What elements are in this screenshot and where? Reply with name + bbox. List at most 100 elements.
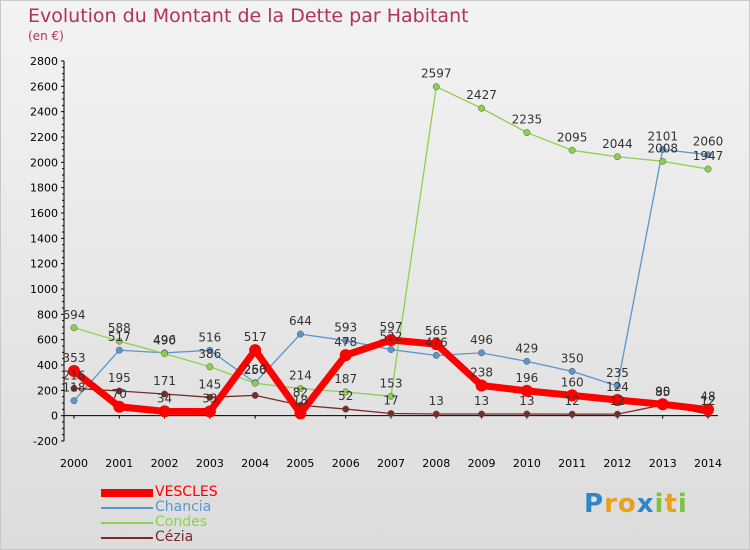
x-tick-label: 2007 xyxy=(377,457,405,470)
data-label-cézia: 216 xyxy=(63,368,86,382)
data-label-cézia: 13 xyxy=(474,394,489,408)
y-tick-label: 200 xyxy=(37,384,58,397)
data-label-condes: 214 xyxy=(289,369,312,383)
data-label-chancia: 118 xyxy=(63,381,86,395)
data-label-condes: 2597 xyxy=(421,67,452,81)
data-point-cézia xyxy=(251,391,259,399)
data-point-vescles xyxy=(702,403,714,416)
logo-letter: P xyxy=(584,489,605,519)
data-label-chancia: 516 xyxy=(198,330,221,344)
data-point-cézia xyxy=(206,393,214,401)
y-tick-label: 400 xyxy=(37,359,58,372)
data-point-vescles xyxy=(430,338,443,351)
data-point-vescles xyxy=(68,364,80,377)
data-point-vescles xyxy=(611,393,624,406)
data-point-vescles xyxy=(113,400,126,413)
legend-swatch xyxy=(101,522,153,524)
data-point-vescles xyxy=(249,344,262,357)
data-point-condes xyxy=(568,146,576,154)
y-tick-label: 2600 xyxy=(30,80,58,93)
data-label-chancia: 235 xyxy=(606,366,629,380)
data-label-condes: 256 xyxy=(244,363,267,377)
data-label-chancia: 644 xyxy=(289,314,312,328)
data-label-condes: 2235 xyxy=(512,113,543,127)
data-label-cézia: 12 xyxy=(610,394,625,408)
data-label-vescles: 565 xyxy=(425,324,448,338)
y-tick-label: 2400 xyxy=(30,106,58,119)
data-point-cézia xyxy=(161,390,169,398)
data-label-cézia: 171 xyxy=(153,374,176,388)
data-point-cézia xyxy=(70,384,78,392)
data-point-chancia xyxy=(613,382,621,390)
legend-label: Cézia xyxy=(155,529,194,545)
y-tick-label: 1600 xyxy=(30,207,58,220)
data-label-vescles: 70 xyxy=(112,387,127,401)
x-tick-label: 2000 xyxy=(60,457,88,470)
data-label-vescles: 124 xyxy=(606,380,629,394)
data-point-chancia xyxy=(432,351,440,359)
data-point-chancia xyxy=(206,346,214,354)
x-tick-label: 2013 xyxy=(649,457,677,470)
x-tick-label: 2014 xyxy=(694,457,722,470)
legend-swatch xyxy=(101,537,153,539)
data-point-vescles xyxy=(203,405,216,418)
data-label-condes: 694 xyxy=(63,308,86,322)
data-point-condes xyxy=(432,83,440,91)
data-label-vescles: 34 xyxy=(157,391,172,405)
data-label-vescles: 48 xyxy=(700,390,715,404)
data-point-chancia xyxy=(523,357,531,365)
data-point-condes xyxy=(704,165,712,173)
data-point-chancia xyxy=(342,337,350,345)
data-point-vescles xyxy=(475,379,488,392)
data-label-chancia: 522 xyxy=(380,330,403,344)
data-point-cézia xyxy=(387,410,395,417)
y-tick-label: 1800 xyxy=(30,182,58,195)
data-point-vescles xyxy=(385,334,397,347)
data-label-chancia: 260 xyxy=(244,363,267,377)
data-point-chancia xyxy=(387,346,395,353)
data-point-vescles xyxy=(656,398,669,411)
data-label-vescles: 478 xyxy=(334,335,357,349)
x-tick-label: 2006 xyxy=(332,457,360,470)
data-label-vescles: 353 xyxy=(63,351,86,365)
data-point-condes xyxy=(613,153,621,161)
data-point-chancia xyxy=(296,330,304,338)
data-point-vescles xyxy=(158,405,171,418)
data-label-vescles: 196 xyxy=(515,371,538,385)
legend-label: Condes xyxy=(155,514,208,530)
data-point-chancia xyxy=(659,146,667,153)
data-point-cézia xyxy=(523,410,531,418)
data-label-vescles: 160 xyxy=(561,375,584,389)
y-tick-label: 1400 xyxy=(30,232,58,245)
proxiti-logo: Proxiti xyxy=(584,489,688,519)
data-label-chancia: 429 xyxy=(515,341,538,355)
y-tick-label: 0 xyxy=(51,410,58,423)
x-tick-label: 2001 xyxy=(105,457,133,470)
data-label-condes: 2044 xyxy=(602,137,633,151)
data-point-condes xyxy=(523,129,531,137)
data-point-chancia xyxy=(478,349,486,357)
data-point-cézia xyxy=(342,405,350,413)
data-label-cézia: 13 xyxy=(519,394,534,408)
x-tick-label: 2010 xyxy=(513,457,541,470)
data-point-chancia xyxy=(704,151,712,159)
logo-letter: t xyxy=(664,489,678,519)
y-axis-unit: (en €) xyxy=(28,29,64,43)
data-label-chancia: 476 xyxy=(425,335,448,349)
data-point-cézia xyxy=(432,410,440,418)
data-label-condes: 588 xyxy=(108,321,131,335)
data-label-cézia: 145 xyxy=(198,377,221,391)
y-tick-label: -200 xyxy=(33,435,58,448)
y-tick-label: 2200 xyxy=(30,131,58,144)
legend-label: Chancia xyxy=(155,499,212,515)
data-label-condes: 153 xyxy=(380,376,403,390)
data-label-vescles: 33 xyxy=(202,391,217,405)
x-tick-label: 2002 xyxy=(151,457,179,470)
x-tick-label: 2012 xyxy=(603,457,631,470)
chart-title: Evolution du Montant de la Dette par Hab… xyxy=(28,5,469,27)
x-tick-label: 2004 xyxy=(241,457,269,470)
data-point-condes xyxy=(478,104,486,112)
data-point-vescles xyxy=(520,384,533,397)
data-point-condes xyxy=(251,379,259,387)
